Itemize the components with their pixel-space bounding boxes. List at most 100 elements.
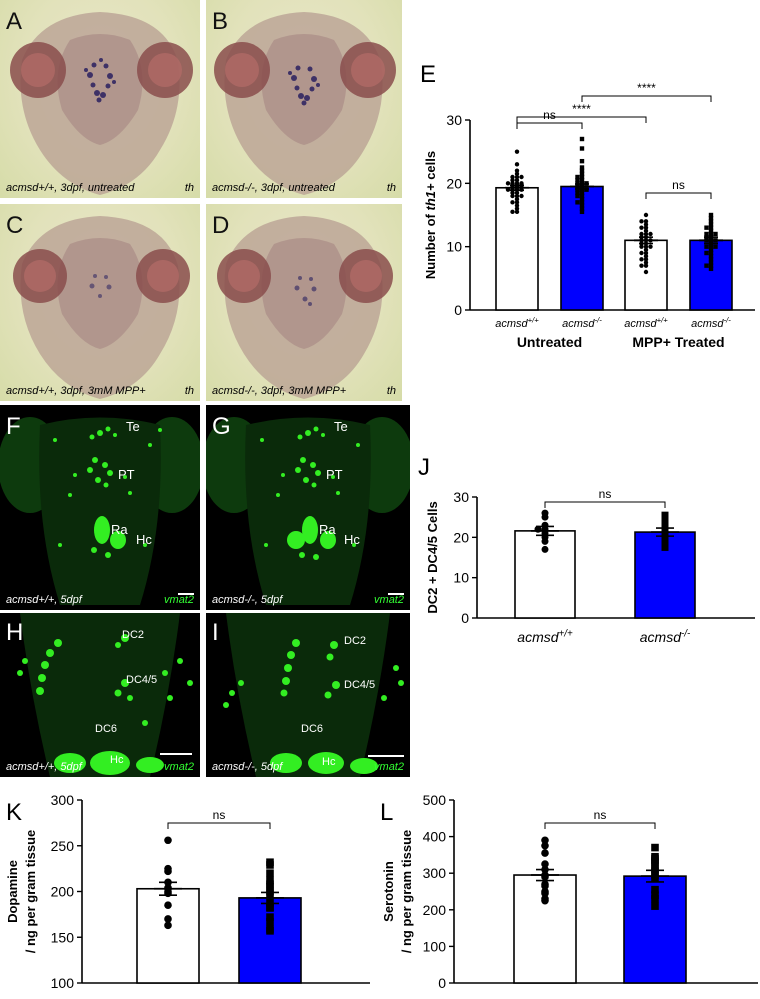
y-tick-label: 300 bbox=[423, 865, 447, 881]
y-tick-label: 10 bbox=[446, 239, 462, 255]
embryo-drawing bbox=[10, 12, 193, 195]
y-tick-label: 100 bbox=[423, 938, 447, 954]
data-point bbox=[643, 260, 649, 265]
data-point bbox=[643, 225, 649, 230]
chart-j: 0 10 20 30 J DC2 + DC4/5 Cells acmsd+/+ acmsd-/… bbox=[418, 454, 755, 645]
region-hc: Hc bbox=[136, 532, 152, 547]
data-point bbox=[643, 247, 649, 253]
data-point bbox=[541, 841, 549, 850]
data-point bbox=[575, 193, 580, 199]
data-point bbox=[708, 266, 714, 272]
y-tick-label: 100 bbox=[51, 975, 75, 991]
data-point bbox=[661, 543, 669, 551]
panel-c-caption: acmsd+/+, 3dpf, 3mM MPP+ bbox=[6, 385, 146, 397]
data-point bbox=[579, 203, 585, 208]
data-point bbox=[575, 200, 580, 205]
data-point bbox=[639, 257, 644, 262]
chart-l: 0 100 200 300 400 500 L Serotonin / ng per gram … bbox=[380, 792, 758, 991]
region-dc6: DC6 bbox=[301, 723, 324, 735]
data-point bbox=[266, 869, 274, 877]
data-point bbox=[266, 861, 274, 869]
y-axis-label-units: / ng per gram tissue bbox=[399, 830, 414, 954]
significance-label: ns bbox=[543, 108, 556, 122]
data-point bbox=[579, 158, 585, 164]
data-point bbox=[541, 849, 549, 857]
data-point bbox=[661, 537, 669, 545]
data-point bbox=[643, 231, 649, 237]
data-point bbox=[519, 193, 524, 199]
panel-g-label: G bbox=[212, 413, 231, 440]
region-hc: Hc bbox=[110, 754, 124, 766]
data-point bbox=[579, 200, 585, 205]
significance-label: ns bbox=[672, 178, 685, 192]
data-point bbox=[704, 263, 709, 268]
embryo-drawing bbox=[214, 12, 396, 195]
data-point bbox=[579, 190, 585, 196]
data-point bbox=[643, 263, 649, 268]
panel-label: K bbox=[6, 799, 22, 826]
data-point bbox=[708, 260, 714, 265]
data-point bbox=[164, 915, 172, 923]
region-hc: Hc bbox=[322, 756, 336, 768]
significance-bracket bbox=[516, 116, 647, 123]
significance-bracket bbox=[544, 501, 666, 508]
x-tick-label: acmsd-/- bbox=[640, 628, 691, 645]
data-point bbox=[643, 269, 649, 275]
panel-i-image: I DC2 DC4/5 DC6 Hc acmsd-/-, 5dpf vmat2 bbox=[206, 613, 410, 777]
panel-a-probe: th bbox=[184, 182, 194, 194]
x-tick-label: acmsd-/- bbox=[562, 316, 602, 330]
data-point bbox=[639, 263, 644, 268]
panel-b-probe: th bbox=[386, 182, 396, 194]
data-point bbox=[579, 206, 585, 211]
data-point bbox=[661, 519, 669, 527]
region-pt: PT bbox=[118, 467, 135, 482]
data-point bbox=[643, 222, 649, 227]
region-ra: Ra bbox=[319, 522, 336, 537]
y-tick-label: 20 bbox=[453, 529, 469, 545]
embryo-drawing bbox=[217, 216, 393, 399]
panel-c-image: C acmsd+/+, 3dpf, 3mM MPP+ th bbox=[0, 204, 200, 401]
data-point bbox=[643, 228, 649, 234]
data-point bbox=[266, 883, 274, 891]
data-point bbox=[639, 225, 644, 230]
data-point bbox=[639, 244, 644, 249]
panel-f-image: F Te PT Ra Hc acmsd+/+, 5dpf vmat2 bbox=[0, 405, 200, 610]
significance-label: **** bbox=[572, 102, 591, 116]
data-point bbox=[704, 225, 709, 230]
y-tick-label: 10 bbox=[453, 570, 469, 586]
significance-label: ns bbox=[599, 487, 612, 501]
panel-i-probe: vmat2 bbox=[374, 761, 404, 773]
data-point bbox=[510, 200, 515, 205]
data-point bbox=[510, 193, 515, 199]
data-point bbox=[514, 206, 520, 211]
panel-d-image: D acmsd-/-, 3dpf, 3mM MPP+ th bbox=[206, 204, 402, 401]
y-tick-label: 300 bbox=[51, 792, 75, 808]
y-axis-label: Dopamine bbox=[5, 860, 20, 923]
data-point bbox=[579, 196, 585, 202]
panel-a-image: A acmsd+/+, 3dpf, untreated th bbox=[0, 0, 200, 198]
significance-bracket bbox=[516, 122, 583, 129]
scale-bar bbox=[178, 593, 194, 595]
y-tick-label: 30 bbox=[453, 489, 469, 505]
y-tick-label: 0 bbox=[438, 975, 446, 991]
panel-g-probe: vmat2 bbox=[374, 594, 404, 606]
panel-label: J bbox=[418, 454, 430, 481]
chart-e: 0 10 20 30 E Number of th1+ cells acmsd+/+ acms… bbox=[420, 61, 755, 350]
fluorescence-drawing bbox=[0, 417, 200, 605]
significance-bracket bbox=[167, 822, 271, 829]
data-point bbox=[708, 228, 714, 234]
data-point bbox=[708, 212, 714, 218]
data-point bbox=[639, 219, 644, 224]
panel-d-label: D bbox=[212, 212, 230, 239]
panel-i-caption: acmsd-/-, 5dpf bbox=[212, 761, 283, 773]
fluorescence-drawing bbox=[206, 417, 410, 605]
significance-bracket bbox=[581, 95, 712, 102]
data-point bbox=[266, 917, 274, 926]
scale-bar bbox=[368, 755, 404, 757]
data-point bbox=[541, 882, 549, 890]
significance-bracket bbox=[544, 822, 656, 829]
panel-a-label: A bbox=[6, 8, 23, 35]
data-point bbox=[651, 843, 659, 852]
region-dc2: DC2 bbox=[344, 635, 367, 647]
data-point bbox=[514, 193, 520, 199]
